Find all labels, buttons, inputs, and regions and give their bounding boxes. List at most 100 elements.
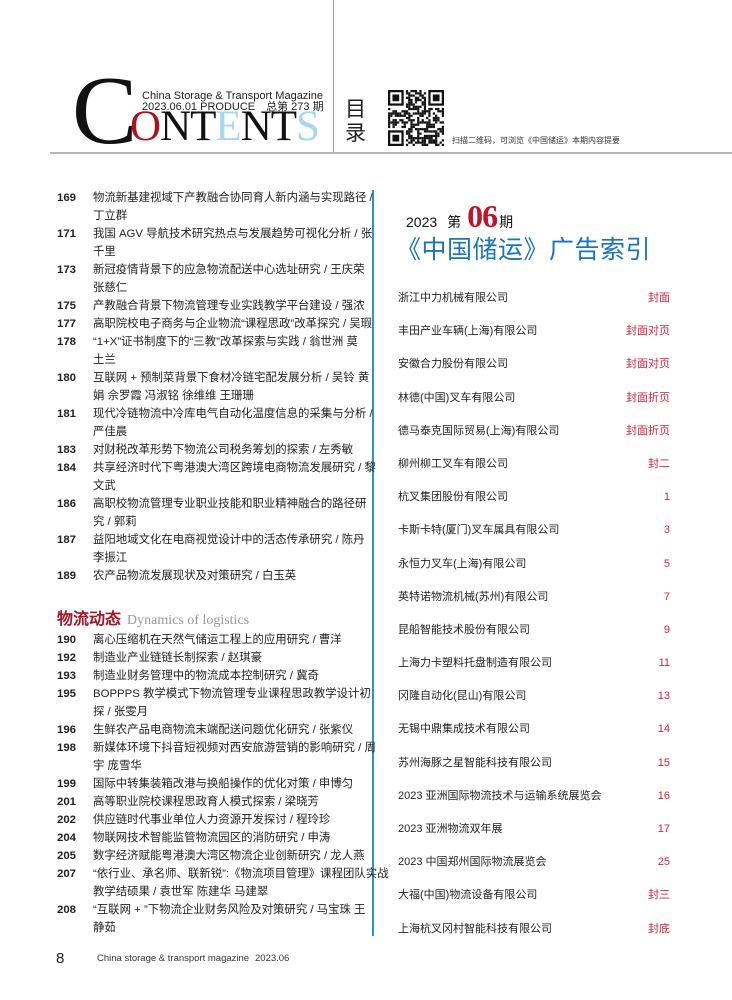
contents-entry[interactable]: 201 高等职业院校课程思政育人模式探索 / 梁晓芳 bbox=[57, 793, 369, 811]
ad-item[interactable]: 柳州柳工叉车有限公司 封二 bbox=[398, 456, 670, 489]
ad-item[interactable]: 上海力卡塑料托盘制造有限公司 11 bbox=[398, 655, 670, 688]
ad-item[interactable]: 杭叉集团股份有限公司 1 bbox=[398, 489, 670, 522]
contents-entry[interactable]: 205 数字经济赋能粤港澳大湾区物流企业创新研究 / 龙人燕 bbox=[57, 847, 369, 865]
contents-entry[interactable]: 183 对财税改革形势下物流公司税务筹划的探索 / 左秀敏 bbox=[57, 441, 369, 459]
contents-entry[interactable]: 204 物联网技术智能监管物流园区的消防研究 / 申涛 bbox=[57, 829, 369, 847]
contents-entry[interactable]: 202 供应链时代事业单位人力资源开发探讨 / 程玲珍 bbox=[57, 811, 369, 829]
entry-title: 现代冷链物流中冷库电气自动化温度信息的采集与分析 / 严佳晨 bbox=[93, 405, 373, 441]
entry-title: 新冠疫情背景下的应急物流配送中心选址研究 / 王庆荣 张慈仁 bbox=[93, 261, 369, 297]
entry-page: 178 bbox=[57, 336, 77, 348]
ad-item[interactable]: 冈隆自动化(昆山)有限公司 13 bbox=[398, 688, 670, 721]
contents-entry[interactable]: 173 新冠疫情背景下的应急物流配送中心选址研究 / 王庆荣 张慈仁 bbox=[57, 261, 369, 297]
ad-company: 德马泰克国际贸易(上海)有限公司 bbox=[398, 424, 560, 437]
ad-item[interactable]: 卡斯卡特(厦门)叉车属具有限公司 3 bbox=[398, 522, 670, 555]
ad-company: 上海力卡塑料托盘制造有限公司 bbox=[398, 657, 552, 670]
entry-page: 187 bbox=[57, 534, 77, 546]
entry-page: 205 bbox=[57, 850, 77, 862]
entry-title: 产教融合背景下物流管理专业实践教学平台建设 / 强浓 bbox=[93, 297, 369, 315]
logo-letter: S bbox=[296, 103, 320, 150]
qr-code-icon[interactable] bbox=[388, 90, 444, 146]
ad-page: 11 bbox=[658, 657, 670, 670]
contents-entry[interactable]: 184 共享经济时代下粤港澳大湾区跨境电商物流发展研究 / 黎文武 bbox=[57, 459, 376, 495]
ad-page: 14 bbox=[657, 723, 670, 736]
logo-letter: N bbox=[240, 103, 272, 150]
contents-entry[interactable]: 177 高职院校电子商务与企业物流“课程思政”改革探究 / 吴瑕 bbox=[57, 315, 372, 333]
ad-item[interactable]: 昆船智能技术股份有限公司 9 bbox=[398, 622, 670, 655]
ad-page: 封二 bbox=[648, 457, 670, 470]
entry-line: 产教融合背景下物流管理专业实践教学平台建设 / 强浓 bbox=[93, 300, 365, 312]
ad-company: 杭叉集团股份有限公司 bbox=[398, 491, 508, 504]
contents-entry[interactable]: 196 生鲜农产品电商物流末端配送问题优化研究 / 张紫仪 bbox=[57, 721, 369, 739]
contents-entry[interactable]: 199 国际中转集装箱改港与换船操作的优化对策 / 申博匀 bbox=[57, 775, 369, 793]
ad-company: 丰田产业车辆(上海)有限公司 bbox=[398, 325, 538, 338]
contents-entry[interactable]: 186 高职校物流管理专业职业技能和职业精神融合的路径研究 / 郭莉 bbox=[57, 495, 369, 531]
entry-title: 物流新基建视域下产教融合协同育人新内涵与实现路径 / 丁立群 bbox=[93, 189, 373, 225]
contents-entry[interactable]: 187 益阳地域文化在电商视觉设计中的活态传承研究 / 陈丹 李振江 bbox=[57, 531, 369, 567]
contents-entry[interactable]: 189 农产品物流发展现状及对策研究 / 白玉英 bbox=[57, 567, 369, 585]
contents-entry[interactable]: 190 离心压缩机在天然气储运工程上的应用研究 / 曹洋 bbox=[57, 631, 369, 649]
contents-entry[interactable]: 175 产教融合背景下物流管理专业实践教学平台建设 / 强浓 bbox=[57, 297, 369, 315]
entry-line: BOPPPS 教学模式下物流管理专业课程思政教学设计初 bbox=[93, 688, 371, 700]
contents-entry[interactable]: 169 物流新基建视域下产教融合协同育人新内涵与实现路径 / 丁立群 bbox=[57, 189, 373, 225]
issue-heading: 2023 第 06 期 bbox=[406, 198, 513, 235]
ad-item[interactable]: 英特诺物流机械(苏州)有限公司 7 bbox=[398, 589, 670, 622]
entry-line: 生鲜农产品电商物流末端配送问题优化研究 / 张紫仪 bbox=[93, 724, 354, 736]
entry-page: 198 bbox=[57, 742, 77, 754]
section-heading: 物流动态 Dynamics of logistics bbox=[57, 605, 369, 629]
entry-line: 千里 bbox=[93, 246, 116, 258]
entry-page: 177 bbox=[57, 318, 77, 330]
ad-item[interactable]: 2023 亚洲国际物流技术与运输系统展览会 16 bbox=[398, 788, 670, 821]
contents-entry[interactable]: 195 BOPPPS 教学模式下物流管理专业课程思政教学设计初探 / 张雯月 bbox=[57, 685, 371, 721]
entry-page: 175 bbox=[57, 300, 77, 312]
ad-page: 封面对页 bbox=[626, 358, 670, 371]
ad-page: 封三 bbox=[648, 889, 670, 902]
ad-item[interactable]: 丰田产业车辆(上海)有限公司 封面对页 bbox=[398, 323, 670, 356]
entry-title: “1+X”证书制度下的“三教”改革探索与实践 / 翁世洲 莫土兰 bbox=[93, 333, 369, 369]
logo-letter: T bbox=[190, 103, 216, 150]
ad-item[interactable]: 2023 中国郑州国际物流展览会 25 bbox=[398, 854, 670, 887]
ad-item[interactable]: 大福(中国)物流设备有限公司 封三 bbox=[398, 887, 670, 920]
entry-line: 宇 庞雪华 bbox=[93, 760, 142, 772]
contents-entry[interactable]: 193 制造业财务管理中的物流成本控制研究 / 冀奇 bbox=[57, 667, 369, 685]
ad-item[interactable]: 苏州海豚之星智能科技有限公司 15 bbox=[398, 755, 670, 788]
logo-letter: O bbox=[130, 103, 161, 150]
contents-entry[interactable]: 171 我国 AGV 导航技术研究热点与发展趋势可视化分析 / 张千里 bbox=[57, 225, 372, 261]
entry-title: 高职院校电子商务与企业物流“课程思政”改革探究 / 吴瑕 bbox=[93, 315, 372, 333]
entry-page: 180 bbox=[57, 372, 77, 384]
contents-entry[interactable]: 181 现代冷链物流中冷库电气自动化温度信息的采集与分析 / 严佳晨 bbox=[57, 405, 373, 441]
ad-item[interactable]: 上海杭叉冈村智能科技有限公司 封底 bbox=[398, 921, 670, 954]
contents-entry[interactable]: 192 制造业产业链链长制探索 / 赵琪豪 bbox=[57, 649, 369, 667]
entry-title: 制造业财务管理中的物流成本控制研究 / 冀奇 bbox=[93, 667, 369, 685]
entry-title: 离心压缩机在天然气储运工程上的应用研究 / 曹洋 bbox=[93, 631, 369, 649]
ad-item[interactable]: 浙江中力机械有限公司 封面 bbox=[398, 290, 670, 323]
entry-line: 现代冷链物流中冷库电气自动化温度信息的采集与分析 / bbox=[93, 408, 373, 420]
entry-page: 171 bbox=[57, 228, 77, 240]
ad-item[interactable]: 安徽合力股份有限公司 封面对页 bbox=[398, 356, 670, 389]
contents-entry[interactable]: 208 “互联网 + ”下物流企业财务风险及对策研究 / 马宝珠 王静茹 bbox=[57, 901, 369, 937]
ad-item[interactable]: 林德(中国)叉车有限公司 封面折页 bbox=[398, 390, 670, 423]
entry-line: 张慈仁 bbox=[93, 282, 128, 294]
contents-entry[interactable]: 198 新媒体环境下抖音短视频对西安旅游营销的影响研究 / 周宇 庞雪华 bbox=[57, 739, 376, 775]
contents-entry[interactable]: 178 “1+X”证书制度下的“三教”改革探索与实践 / 翁世洲 莫土兰 bbox=[57, 333, 369, 369]
entry-line: 高等职业院校课程思政育人模式探索 / 梁晓芳 bbox=[93, 796, 319, 808]
ad-company: 冈隆自动化(昆山)有限公司 bbox=[398, 690, 527, 703]
entry-title: 新媒体环境下抖音短视频对西安旅游营销的影响研究 / 周宇 庞雪华 bbox=[93, 739, 376, 775]
entry-title: 共享经济时代下粤港澳大湾区跨境电商物流发展研究 / 黎文武 bbox=[93, 459, 376, 495]
entry-line: 物流新基建视域下产教融合协同育人新内涵与实现路径 / bbox=[93, 192, 373, 204]
contents-entry[interactable]: 207 “依行业、承名师、联新锐”:《物流项目管理》课程团队实战 教学结硕果 / 袁… bbox=[57, 865, 389, 901]
ad-company: 昆船智能技术股份有限公司 bbox=[398, 623, 530, 636]
ad-item[interactable]: 永恒力叉车(上海)有限公司 5 bbox=[398, 556, 670, 589]
ad-company: 大福(中国)物流设备有限公司 bbox=[398, 889, 538, 902]
entry-page: 204 bbox=[57, 832, 77, 844]
entry-title: 对财税改革形势下物流公司税务筹划的探索 / 左秀敏 bbox=[93, 441, 369, 459]
page-number: 8 bbox=[56, 950, 65, 967]
contents-entry[interactable]: 180 互联网 + 预制菜背景下食材冷链宅配发展分析 / 吴铃 黄娟 佘罗霞 冯淑… bbox=[57, 369, 369, 405]
entry-title: 生鲜农产品电商物流末端配送问题优化研究 / 张紫仪 bbox=[93, 721, 369, 739]
ad-company: 英特诺物流机械(苏州)有限公司 bbox=[398, 590, 549, 603]
ad-company: 2023 亚洲物流双年展 bbox=[398, 823, 503, 835]
ad-item[interactable]: 德马泰克国际贸易(上海)有限公司 封面折页 bbox=[398, 423, 670, 456]
entry-page: 181 bbox=[57, 408, 77, 420]
entry-line: “依行业、承名师、联新锐”:《物流项目管理》课程团队实战 bbox=[93, 868, 389, 880]
ad-item[interactable]: 2023 亚洲物流双年展 17 bbox=[398, 821, 670, 854]
ad-item[interactable]: 无锡中鼎集成技术有限公司 14 bbox=[398, 721, 670, 754]
